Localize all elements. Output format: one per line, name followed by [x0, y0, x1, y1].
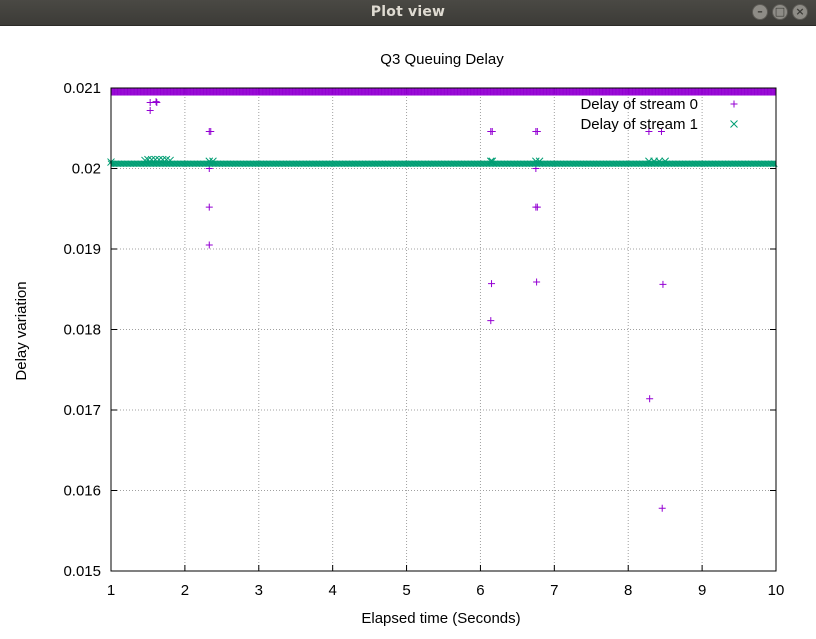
chart-title: Q3 Queuing Delay	[380, 51, 504, 68]
data-point	[487, 317, 495, 325]
x-tick-label: 10	[768, 582, 785, 599]
data-point	[153, 98, 161, 106]
data-point	[645, 127, 653, 135]
data-point	[152, 98, 160, 106]
data-point	[155, 155, 163, 164]
window-titlebar: Plot view – □ ×	[0, 0, 816, 26]
legend-label: Delay of stream 1	[580, 116, 698, 133]
data-point	[533, 278, 541, 286]
data-point	[166, 156, 174, 165]
x-tick-label: 1	[107, 582, 115, 599]
data-point	[661, 157, 670, 166]
maximize-button[interactable]: □	[772, 4, 788, 20]
data-point	[205, 241, 213, 249]
y-tick-label: 0.015	[63, 563, 101, 580]
y-tick-label: 0.017	[63, 402, 101, 419]
series-0	[110, 88, 776, 512]
data-point	[488, 280, 496, 288]
data-point	[146, 98, 154, 106]
y-tick-label: 0.018	[63, 322, 101, 339]
series-1	[107, 155, 778, 168]
series-0-dense-band	[111, 88, 776, 96]
window-title: Plot view	[370, 4, 446, 20]
data-point	[532, 157, 540, 166]
data-point	[658, 504, 666, 512]
y-tick-label: 0.02	[72, 161, 101, 178]
data-point	[533, 203, 541, 211]
close-button[interactable]: ×	[792, 4, 808, 20]
data-point	[141, 156, 149, 165]
data-point	[209, 157, 217, 166]
legend: Delay of stream 0 Delay of stream 1	[580, 96, 738, 133]
y-tick-label: 0.016	[63, 483, 101, 500]
x-axis-label: Elapsed time (Seconds)	[361, 610, 520, 627]
legend-marker	[730, 120, 738, 128]
window-controls: – □ ×	[752, 4, 808, 20]
data-point	[205, 157, 214, 166]
series-layer	[107, 88, 778, 512]
series-1-dense-band	[111, 160, 776, 167]
scatter-chart: Q3 Queuing Delay Elapsed time (Seconds) …	[13, 51, 784, 627]
x-tick-label: 3	[255, 582, 263, 599]
x-tick-label: 7	[550, 582, 558, 599]
data-point	[655, 157, 664, 166]
y-tick-label: 0.019	[63, 241, 101, 258]
data-point	[659, 280, 667, 288]
data-point	[533, 127, 541, 135]
data-point	[205, 203, 213, 211]
y-tick-label: 0.021	[63, 80, 101, 97]
data-point	[646, 395, 654, 403]
plot-area: Q3 Queuing Delay Elapsed time (Seconds) …	[0, 26, 816, 634]
x-tick-label: 8	[624, 582, 632, 599]
data-point	[486, 157, 495, 166]
plot-frame	[110, 87, 777, 572]
x-tick-label: 2	[181, 582, 189, 599]
data-point	[657, 127, 665, 135]
axis-ticks: 1 2 3 4 5 6 7 8 9 10 0.015 0.016 0.017 0.018 0.019 0.02…	[63, 80, 784, 599]
data-point	[146, 107, 154, 115]
x-tick-label: 6	[476, 582, 484, 599]
data-point	[147, 155, 156, 164]
legend-label: Delay of stream 0	[580, 96, 698, 113]
legend-marker	[730, 100, 738, 108]
data-point	[151, 155, 160, 164]
data-point	[488, 157, 497, 166]
data-point	[488, 127, 496, 135]
y-axis-label: Delay variation	[13, 281, 30, 380]
data-point	[535, 157, 544, 166]
data-point	[207, 127, 215, 135]
x-tick-label: 9	[698, 582, 706, 599]
grid-lines	[111, 88, 776, 571]
x-tick-label: 5	[402, 582, 410, 599]
minimize-button[interactable]: –	[752, 4, 768, 20]
x-tick-label: 4	[328, 582, 336, 599]
data-point	[144, 155, 152, 164]
data-point	[158, 155, 167, 164]
